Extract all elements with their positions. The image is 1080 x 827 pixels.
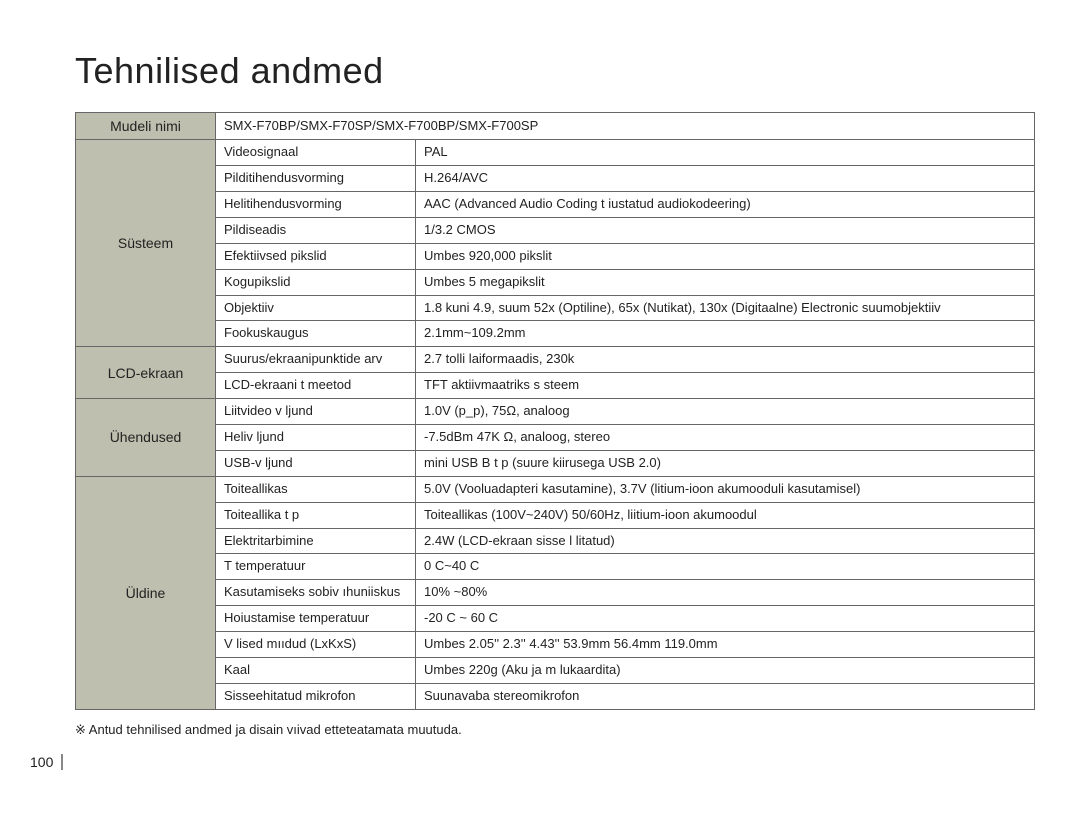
attr-cell: Sisseehitatud mikrofon — [216, 683, 416, 709]
table-row: Toiteallika t p Toiteallikas (100V~240V)… — [76, 502, 1035, 528]
attr-cell: USB-v ljund — [216, 450, 416, 476]
table-row: T temperatuur 0 C~40 C — [76, 554, 1035, 580]
table-row: Üldine Toiteallikas 5.0V (Vooluadapteri … — [76, 476, 1035, 502]
val-cell: 2.1mm~109.2mm — [416, 321, 1035, 347]
table-row: Fookuskaugus 2.1mm~109.2mm — [76, 321, 1035, 347]
attr-cell: Heliv ljund — [216, 424, 416, 450]
attr-cell: V lised mııdud (LxKxS) — [216, 632, 416, 658]
attr-cell: Elektritarbimine — [216, 528, 416, 554]
attr-cell: Kasutamiseks sobiv ıhuniiskus — [216, 580, 416, 606]
val-cell: mini USB B t p (suure kiirusega USB 2.0) — [416, 450, 1035, 476]
attr-cell: Pildiseadis — [216, 217, 416, 243]
page-number: 100 — [30, 754, 63, 770]
attr-cell: Pilditihendusvorming — [216, 166, 416, 192]
table-row: Kogupikslid Umbes 5 megapikslit — [76, 269, 1035, 295]
table-row: Ühendused Liitvideo v ljund 1.0V (p_p), … — [76, 399, 1035, 425]
attr-cell: T temperatuur — [216, 554, 416, 580]
spec-table: Mudeli nimi SMX-F70BP/SMX-F70SP/SMX-F700… — [75, 112, 1035, 710]
table-row: Pildiseadis 1/3.2 CMOS — [76, 217, 1035, 243]
table-row: Sisseehitatud mikrofon Suunavaba stereom… — [76, 683, 1035, 709]
val-cell: H.264/AVC — [416, 166, 1035, 192]
val-cell: 1.8 kuni 4.9, suum 52x (Optiline), 65x (… — [416, 295, 1035, 321]
group-general-label: Üldine — [76, 476, 216, 709]
val-cell: Umbes 920,000 pikslit — [416, 243, 1035, 269]
group-conn-label: Ühendused — [76, 399, 216, 477]
table-row: USB-v ljund mini USB B t p (suure kiirus… — [76, 450, 1035, 476]
table-row: Objektiiv 1.8 kuni 4.9, suum 52x (Optili… — [76, 295, 1035, 321]
val-cell: 1.0V (p_p), 75Ω, analoog — [416, 399, 1035, 425]
model-value: SMX-F70BP/SMX-F70SP/SMX-F700BP/SMX-F700S… — [216, 113, 1035, 140]
table-row: Pilditihendusvorming H.264/AVC — [76, 166, 1035, 192]
attr-cell: Objektiiv — [216, 295, 416, 321]
val-cell: -7.5dBm 47K Ω, analoog, stereo — [416, 424, 1035, 450]
group-lcd-label: LCD-ekraan — [76, 347, 216, 399]
val-cell: Umbes 2.05'' 2.3'' 4.43'' 53.9mm 56.4mm … — [416, 632, 1035, 658]
val-cell: -20 C ~ 60 C — [416, 606, 1035, 632]
val-cell: Toiteallikas (100V~240V) 50/60Hz, liitiu… — [416, 502, 1035, 528]
attr-cell: Toiteallikas — [216, 476, 416, 502]
val-cell: Suunavaba stereomikrofon — [416, 683, 1035, 709]
attr-cell: Videosignaal — [216, 140, 416, 166]
attr-cell: Fookuskaugus — [216, 321, 416, 347]
attr-cell: Kaal — [216, 658, 416, 684]
attr-cell: Efektiivsed pikslid — [216, 243, 416, 269]
val-cell: Umbes 220g (Aku ja m lukaardita) — [416, 658, 1035, 684]
attr-cell: Toiteallika t p — [216, 502, 416, 528]
val-cell: 10% ~80% — [416, 580, 1035, 606]
val-cell: AAC (Advanced Audio Coding t iustatud au… — [416, 191, 1035, 217]
val-cell: PAL — [416, 140, 1035, 166]
val-cell: 5.0V (Vooluadapteri kasutamine), 3.7V (l… — [416, 476, 1035, 502]
val-cell: 1/3.2 CMOS — [416, 217, 1035, 243]
val-cell: Umbes 5 megapikslit — [416, 269, 1035, 295]
table-row: Hoiustamise temperatuur -20 C ~ 60 C — [76, 606, 1035, 632]
group-model-label: Mudeli nimi — [76, 113, 216, 140]
page-title: Tehnilised andmed — [75, 50, 1040, 92]
attr-cell: Kogupikslid — [216, 269, 416, 295]
table-row: Kasutamiseks sobiv ıhuniiskus 10% ~80% — [76, 580, 1035, 606]
table-row: Heliv ljund -7.5dBm 47K Ω, analoog, ster… — [76, 424, 1035, 450]
table-row: Süsteem Videosignaal PAL — [76, 140, 1035, 166]
table-row: LCD-ekraan Suurus/ekraanipunktide arv 2.… — [76, 347, 1035, 373]
group-system-label: Süsteem — [76, 140, 216, 347]
attr-cell: Liitvideo v ljund — [216, 399, 416, 425]
attr-cell: Suurus/ekraanipunktide arv — [216, 347, 416, 373]
table-row: Efektiivsed pikslid Umbes 920,000 piksli… — [76, 243, 1035, 269]
table-row: V lised mııdud (LxKxS) Umbes 2.05'' 2.3'… — [76, 632, 1035, 658]
val-cell: 2.4W (LCD-ekraan sisse l litatud) — [416, 528, 1035, 554]
table-row: Mudeli nimi SMX-F70BP/SMX-F70SP/SMX-F700… — [76, 113, 1035, 140]
table-row: Kaal Umbes 220g (Aku ja m lukaardita) — [76, 658, 1035, 684]
page: Tehnilised andmed Mudeli nimi SMX-F70BP/… — [0, 0, 1080, 827]
footnote-text: ※ Antud tehnilised andmed ja disain vıiv… — [75, 722, 1040, 738]
table-row: Helitihendusvorming AAC (Advanced Audio … — [76, 191, 1035, 217]
val-cell: TFT aktiivmaatriks s steem — [416, 373, 1035, 399]
table-row: Elektritarbimine 2.4W (LCD-ekraan sisse … — [76, 528, 1035, 554]
val-cell: 2.7 tolli laiformaadis, 230k — [416, 347, 1035, 373]
attr-cell: Hoiustamise temperatuur — [216, 606, 416, 632]
attr-cell: LCD-ekraani t meetod — [216, 373, 416, 399]
table-row: LCD-ekraani t meetod TFT aktiivmaatriks … — [76, 373, 1035, 399]
val-cell: 0 C~40 C — [416, 554, 1035, 580]
attr-cell: Helitihendusvorming — [216, 191, 416, 217]
